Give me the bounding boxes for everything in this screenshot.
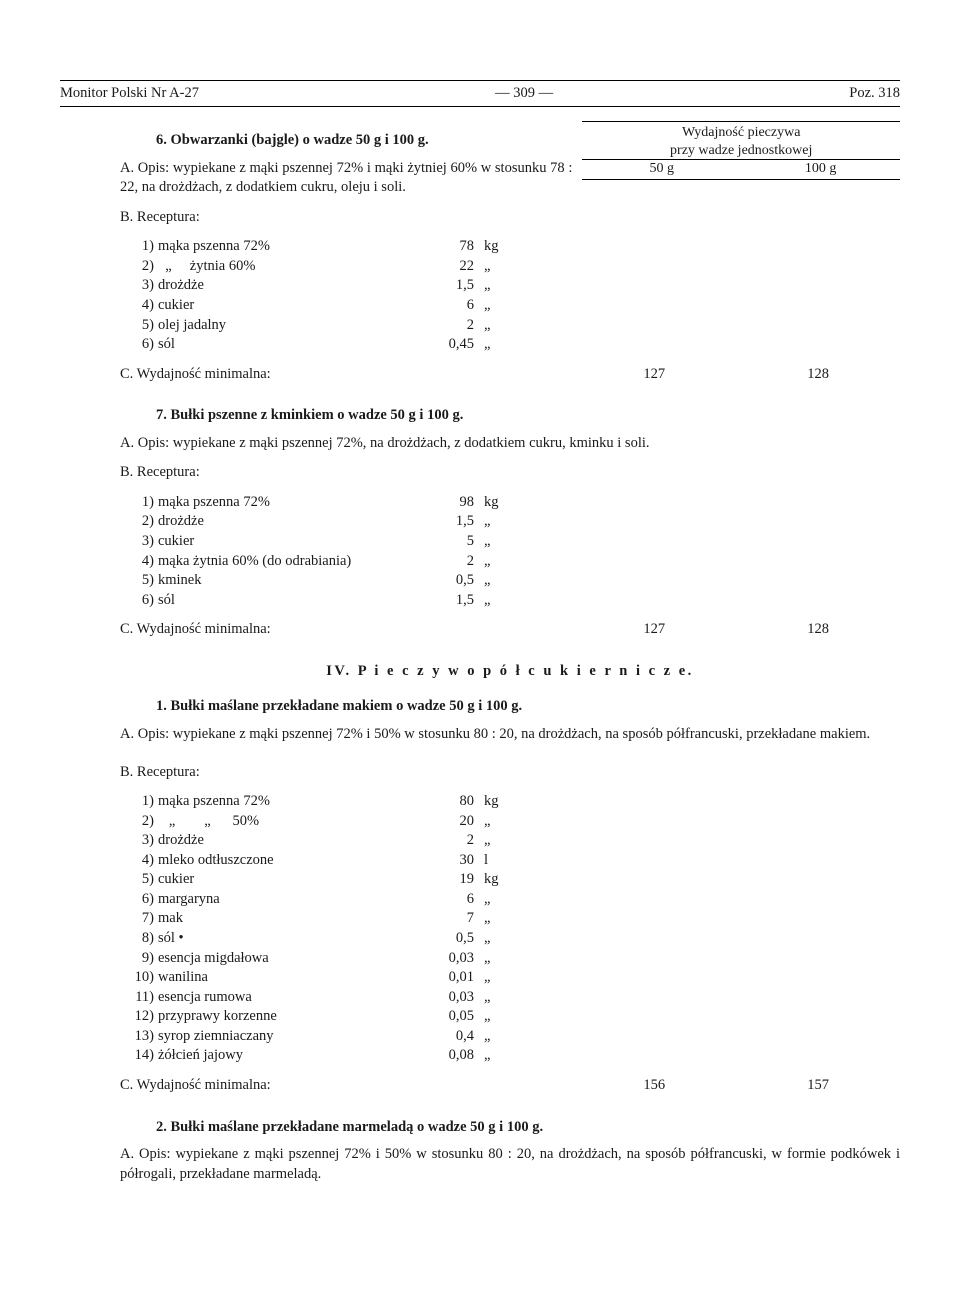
ingredient-row: 6)sól1,5„	[120, 591, 900, 611]
section-iv2-title: 2. Bułki maślane przekładane marmeladą o…	[120, 1118, 900, 1138]
section-6-opis: A. Opis: wypiekane z mąki pszennej 72% i…	[120, 159, 572, 198]
section-7-opis: A. Opis: wypiekane z mąki pszennej 72%, …	[120, 434, 900, 454]
ingredient-row: 13)syrop ziemniaczany0,4„	[120, 1027, 900, 1047]
ingredient-row: 3)drożdże2„	[120, 831, 900, 851]
section-iv1-receptura-label: B. Receptura:	[120, 763, 900, 783]
ingredient-row: 2)drożdże1,5„	[120, 512, 900, 532]
ingredient-row: 4)cukier6„	[120, 296, 900, 316]
section-6-yield-label: C. Wydajność minimalna:	[120, 365, 572, 385]
section-6-receptura-label: B. Receptura:	[120, 208, 900, 228]
ingredient-row: 8)sól •0,5„	[120, 929, 900, 949]
header-center: — 309 —	[199, 85, 849, 102]
yield-col-50g: 50 g	[582, 160, 741, 179]
ingredient-row: 7)mak7„	[120, 909, 900, 929]
ingredient-row: 9)esencja migdałowa0,03„	[120, 949, 900, 969]
ingredient-row: 6)sól0,45„	[120, 335, 900, 355]
yield-header-line1: Wydajność pieczywa	[582, 124, 900, 142]
section-6-items: 1)mąka pszenna 72%78kg2) „ żytnia 60%22„…	[120, 237, 900, 354]
ingredient-row: 11)esencja rumowa0,03„	[120, 988, 900, 1008]
section-iv1-title: 1. Bułki maślane przekładane makiem o wa…	[120, 697, 900, 717]
yield-col-100g: 100 g	[741, 160, 900, 179]
section-iv1-items: 1)mąka pszenna 72%80kg2) „ „ 50%20„3)dro…	[120, 792, 900, 1066]
ingredient-row: 1)mąka pszenna 72%78kg	[120, 237, 900, 257]
section-iv1-yield-50g: 156	[572, 1076, 736, 1096]
ingredient-row: 5)cukier19kg	[120, 870, 900, 890]
section-7-yield-50g: 127	[572, 620, 736, 640]
section-7-title: 7. Bułki pszenne z kminkiem o wadze 50 g…	[120, 406, 900, 426]
ingredient-row: 2) „ żytnia 60%22„	[120, 257, 900, 277]
chapter-iv-heading: IV. P i e c z y w o p ó ł c u k i e r n …	[120, 662, 900, 682]
section-7-yield-label: C. Wydajność minimalna:	[120, 620, 572, 640]
ingredient-row: 5)olej jadalny2„	[120, 316, 900, 336]
section-6-title: 6. Obwarzanki (bajgle) o wadze 50 g i 10…	[120, 131, 572, 151]
ingredient-row: 5)kminek0,5„	[120, 571, 900, 591]
ingredient-row: 3)drożdże1,5„	[120, 276, 900, 296]
header-left: Monitor Polski Nr A-27	[60, 85, 199, 102]
section-iv1-yield-100g: 157	[736, 1076, 900, 1096]
section-6-yield-50g: 127	[572, 365, 736, 385]
section-7-items: 1)mąka pszenna 72%98kg2)drożdże1,5„3)cuk…	[120, 493, 900, 610]
section-iv2-opis: A. Opis: wypiekane z mąki pszennej 72% i…	[120, 1145, 900, 1184]
ingredient-row: 6)margaryna6„	[120, 890, 900, 910]
yield-header-line2: przy wadze jednostkowej	[582, 142, 900, 160]
section-6-yield-100g: 128	[736, 365, 900, 385]
section-7-yield-100g: 128	[736, 620, 900, 640]
ingredient-row: 10)wanilina0,01„	[120, 968, 900, 988]
ingredient-row: 2) „ „ 50%20„	[120, 812, 900, 832]
ingredient-row: 1)mąka pszenna 72%98kg	[120, 493, 900, 513]
section-iv1-yield-label: C. Wydajność minimalna:	[120, 1076, 572, 1096]
ingredient-row: 12)przyprawy korzenne0,05„	[120, 1007, 900, 1027]
ingredient-row: 3)cukier5„	[120, 532, 900, 552]
section-7-receptura-label: B. Receptura:	[120, 463, 900, 483]
ingredient-row: 4)mleko odtłuszczone30l	[120, 851, 900, 871]
ingredient-row: 14)żółcień jajowy0,08„	[120, 1046, 900, 1066]
header-right: Poz. 318	[849, 85, 900, 102]
ingredient-row: 1)mąka pszenna 72%80kg	[120, 792, 900, 812]
section-iv1-opis: A. Opis: wypiekane z mąki pszennej 72% i…	[120, 725, 900, 745]
ingredient-row: 4)mąka żytnia 60% (do odrabiania)2„	[120, 552, 900, 572]
